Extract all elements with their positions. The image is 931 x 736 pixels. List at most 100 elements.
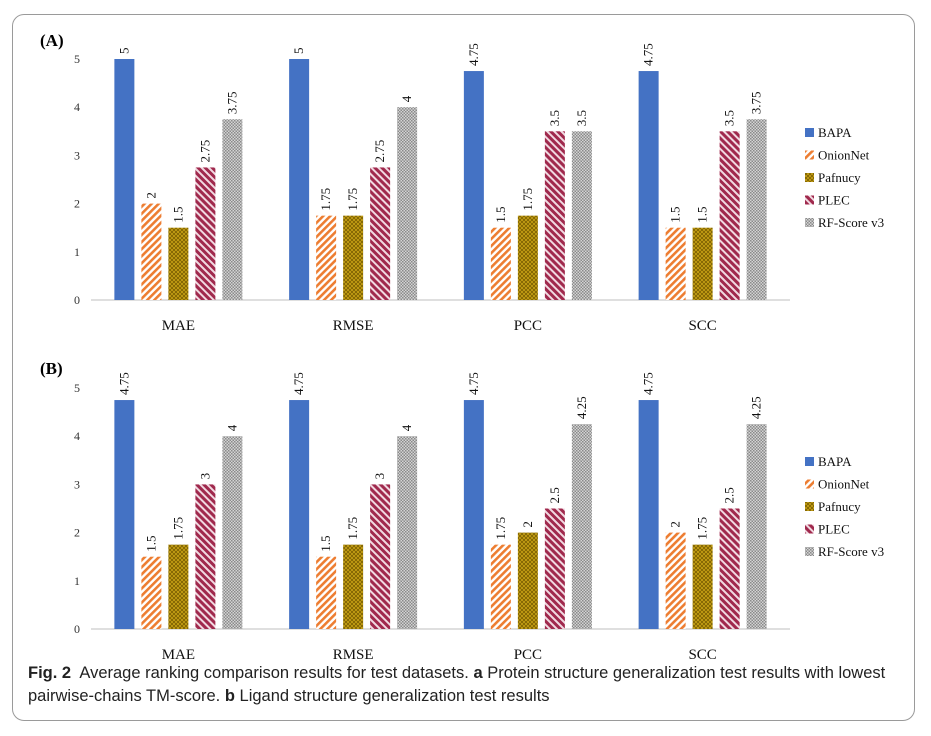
y-tick-label: 0: [74, 622, 80, 636]
bar-rf-score-v3-mae: [222, 436, 243, 629]
data-label-plec-pcc: 3.5: [547, 110, 562, 126]
category-label-rmse: RMSE: [333, 647, 374, 660]
data-label-rf-score-v3-scc: 4.25: [749, 396, 764, 419]
y-tick-label: 2: [74, 197, 80, 211]
bar-onionnet-mae: [141, 556, 162, 629]
y-tick-label: 2: [74, 526, 80, 540]
legend-label-pafnucy: Pafnucy: [818, 499, 861, 514]
bar-onionnet-pcc: [490, 544, 511, 629]
legend-swatch-plec: [805, 524, 814, 534]
bar-rf-score-v3-mae: [222, 119, 243, 300]
legend-swatch-bapa: [805, 457, 814, 466]
data-label-onionnet-pcc: 1.75: [493, 517, 508, 540]
y-tick-label: 1: [74, 574, 80, 588]
legend-swatch-plec: [805, 195, 814, 205]
bar-plec-mae: [195, 484, 216, 629]
y-tick-label: 4: [74, 429, 80, 443]
bar-rf-score-v3-pcc: [571, 424, 592, 629]
legend-label-onionnet: OnionNet: [818, 477, 870, 492]
bar-bapa-mae: [114, 400, 135, 629]
figure-frame: [12, 14, 915, 721]
data-label-bapa-pcc: 4.75: [466, 372, 481, 395]
y-tick-label: 3: [74, 477, 80, 491]
legend: BAPA OnionNet Pafnucy PLEC RF-Score v3: [805, 125, 884, 230]
data-label-bapa-scc: 4.75: [641, 372, 656, 395]
data-label-plec-rmse: 3: [372, 473, 387, 480]
data-label-onionnet-mae: 2: [143, 192, 158, 199]
bar-plec-pcc: [544, 131, 565, 300]
bar-onionnet-rmse: [316, 556, 337, 629]
data-label-onionnet-rmse: 1.5: [318, 535, 333, 551]
data-label-pafnucy-rmse: 1.75: [345, 188, 360, 211]
data-label-rf-score-v3-pcc: 3.5: [574, 110, 589, 126]
category-label-scc: SCC: [688, 647, 716, 660]
bar-bapa-scc: [638, 71, 659, 300]
legend-label-plec: PLEC: [818, 193, 850, 208]
data-label-rf-score-v3-mae: 3.75: [224, 92, 239, 115]
category-label-pcc: PCC: [514, 318, 542, 334]
legend-label-bapa: BAPA: [818, 454, 852, 469]
bar-pafnucy-pcc: [517, 532, 538, 629]
legend-swatch-onionnet: [805, 479, 814, 489]
bar-pafnucy-rmse: [343, 215, 364, 300]
data-label-pafnucy-mae: 1.75: [170, 517, 185, 540]
bar-bapa-scc: [638, 400, 659, 629]
legend-swatch-pafnucy: [805, 502, 814, 511]
data-label-plec-scc: 3.5: [722, 110, 737, 126]
bar-onionnet-scc: [665, 532, 686, 629]
bar-rf-score-v3-rmse: [397, 436, 418, 629]
legend-swatch-bapa: [805, 128, 814, 137]
bar-pafnucy-rmse: [343, 544, 364, 629]
y-tick-label: 0: [74, 293, 80, 307]
data-label-plec-mae: 2.75: [197, 140, 212, 163]
category-label-mae: MAE: [162, 647, 195, 660]
data-label-bapa-rmse: 5: [291, 48, 306, 55]
data-label-plec-rmse: 2.75: [372, 140, 387, 163]
data-label-onionnet-pcc: 1.5: [493, 206, 508, 222]
data-label-bapa-mae: 4.75: [116, 372, 131, 395]
data-label-pafnucy-rmse: 1.75: [345, 517, 360, 540]
legend-label-rf-score-v3: RF-Score v3: [818, 215, 884, 230]
bar-rf-score-v3-pcc: [571, 131, 592, 300]
bar-rf-score-v3-scc: [746, 424, 767, 629]
bar-bapa-rmse: [289, 59, 310, 300]
data-label-plec-scc: 2.5: [722, 487, 737, 503]
data-label-rf-score-v3-rmse: 4: [399, 424, 414, 431]
y-tick-label: 4: [74, 100, 80, 114]
legend-label-onionnet: OnionNet: [818, 148, 870, 163]
data-label-rf-score-v3-mae: 4: [224, 424, 239, 431]
bar-bapa-pcc: [463, 71, 484, 300]
data-label-pafnucy-pcc: 1.75: [520, 188, 535, 211]
data-label-onionnet-scc: 1.5: [668, 206, 683, 222]
data-label-rf-score-v3-scc: 3.75: [749, 92, 764, 115]
data-label-pafnucy-pcc: 2: [520, 521, 535, 528]
legend: BAPA OnionNet Pafnucy PLEC RF-Score v3: [805, 454, 884, 559]
legend-label-bapa: BAPA: [818, 125, 852, 140]
chart-panel-b: (B) 0 1 2 3 4 5 4.75 1.5 1.75 3 4 MAE 4.75 1.5 1.75 3 4 RM…: [40, 359, 884, 660]
caption-fig-label: Fig. 2: [28, 664, 72, 682]
data-label-onionnet-scc: 2: [668, 521, 683, 528]
bar-onionnet-pcc: [490, 227, 511, 300]
legend-label-rf-score-v3: RF-Score v3: [818, 544, 884, 559]
data-label-onionnet-rmse: 1.75: [318, 188, 333, 211]
data-label-plec-mae: 3: [197, 473, 212, 480]
bar-plec-pcc: [544, 508, 565, 629]
caption-b-label: b: [224, 687, 235, 705]
caption-a-label: a: [473, 664, 483, 682]
legend-swatch-rf-score-v3: [805, 218, 814, 227]
data-label-rf-score-v3-rmse: 4: [399, 95, 414, 102]
chart-panel-a: (A) 0 1 2 3 4 5 5 2 1.5 2.75 3.75 MAE 5 1.75 1.75 2.75 4 R…: [40, 31, 884, 334]
bar-plec-scc: [719, 508, 740, 629]
bar-plec-rmse: [370, 167, 391, 300]
category-label-mae: MAE: [162, 318, 195, 334]
bar-pafnucy-pcc: [517, 215, 538, 300]
bar-pafnucy-mae: [168, 544, 189, 629]
data-label-rf-score-v3-pcc: 4.25: [574, 396, 589, 419]
bar-pafnucy-scc: [692, 544, 713, 629]
bar-plec-scc: [719, 131, 740, 300]
data-label-pafnucy-scc: 1.75: [695, 517, 710, 540]
y-tick-label: 1: [74, 245, 80, 259]
caption-text-intro: Average ranking comparison results for t…: [79, 664, 469, 682]
bar-rf-score-v3-scc: [746, 119, 767, 300]
data-label-bapa-rmse: 4.75: [291, 372, 306, 395]
